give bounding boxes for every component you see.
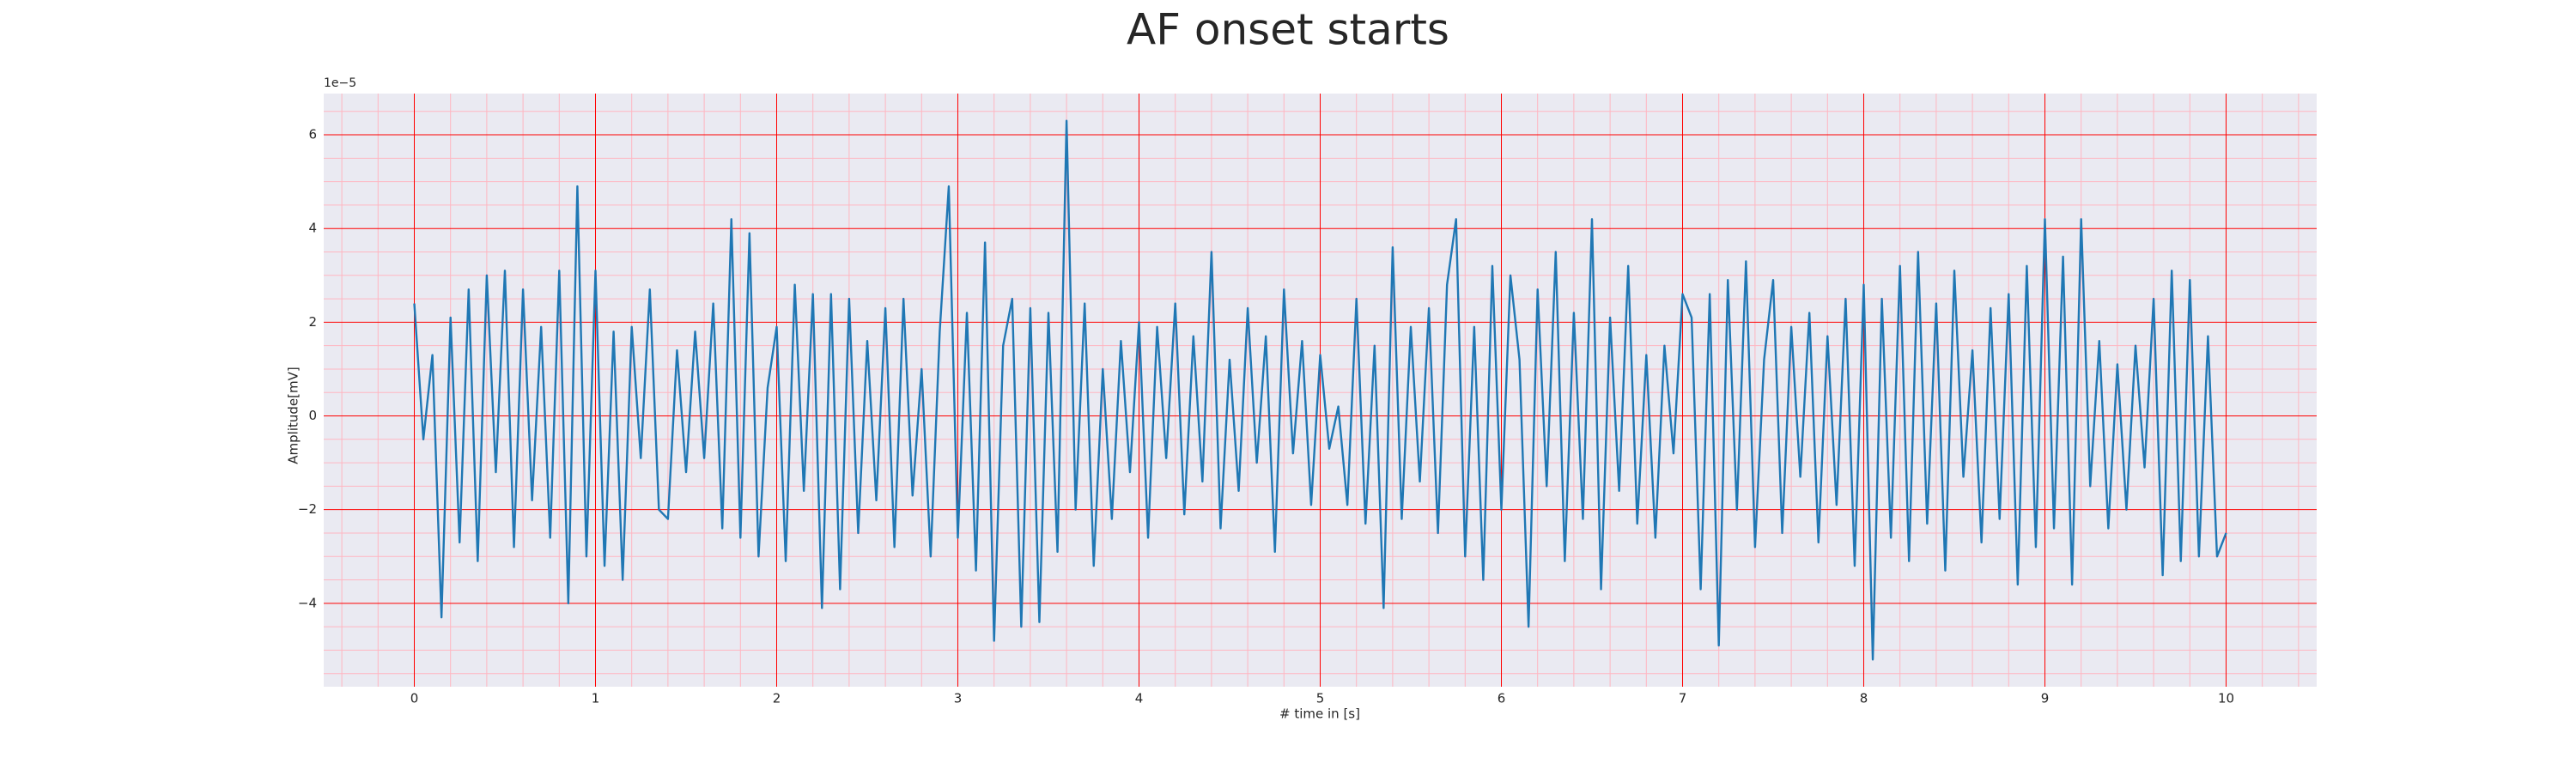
x-tick-label: 1 xyxy=(592,691,600,706)
y-tick-label: 4 xyxy=(308,221,317,236)
x-axis-label: # time in [s] xyxy=(1279,706,1360,722)
signal-line xyxy=(413,119,2227,661)
x-tick-label: 2 xyxy=(773,691,781,706)
y-tick-label: −4 xyxy=(298,595,317,610)
x-tick-label: 9 xyxy=(2041,691,2050,706)
x-tick-label: 5 xyxy=(1316,691,1325,706)
y-tick-label: −2 xyxy=(298,501,317,517)
offset-label: 1e−5 xyxy=(324,76,356,90)
chart-title: AF onset starts xyxy=(1127,5,1449,55)
x-tick-label: 7 xyxy=(1679,691,1687,706)
x-tick-label: 10 xyxy=(2218,691,2234,706)
x-tick-label: 3 xyxy=(954,691,963,706)
x-tick-label: 0 xyxy=(410,691,419,706)
y-tick-label: 0 xyxy=(308,408,317,423)
x-tick-label: 8 xyxy=(1860,691,1868,706)
y-tick-label: 2 xyxy=(308,314,317,330)
x-tick-label: 6 xyxy=(1498,691,1506,706)
y-axis-label: Amplitude[mV] xyxy=(286,367,301,464)
y-tick-label: 6 xyxy=(308,127,317,142)
x-tick-label: 4 xyxy=(1135,691,1144,706)
